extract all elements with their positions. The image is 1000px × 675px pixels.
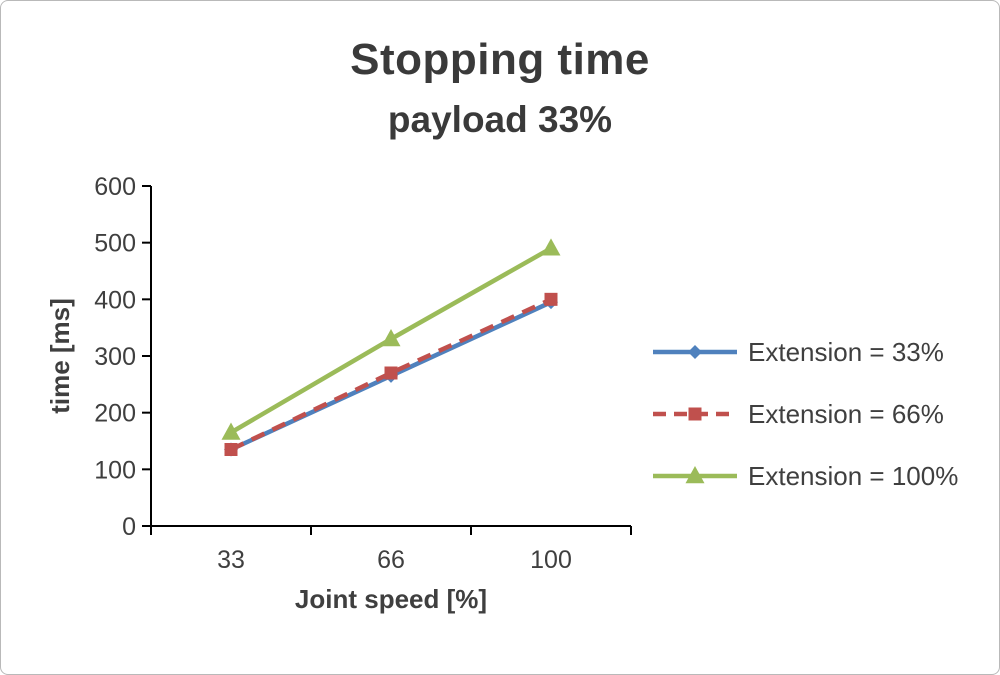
y-tick-label: 600 bbox=[94, 173, 136, 201]
y-tick-label: 0 bbox=[122, 513, 136, 541]
legend-key-triangle bbox=[653, 466, 737, 484]
legend-label: Extension = 66% bbox=[748, 398, 944, 429]
y-tick-label: 100 bbox=[94, 456, 136, 484]
legend: Extension = 33% Extension = 66% Extension … bbox=[651, 327, 958, 501]
chart-subtitle: payload 33% bbox=[387, 99, 613, 140]
legend-key-diamond bbox=[653, 345, 737, 359]
square-marker bbox=[384, 366, 398, 380]
x-tick-label: 33 bbox=[217, 546, 245, 574]
triangle-marker bbox=[381, 329, 401, 347]
y-tick-label: 500 bbox=[94, 230, 136, 258]
series-line bbox=[230, 297, 552, 452]
triangle-marker bbox=[685, 466, 705, 484]
triangle-marker bbox=[221, 422, 241, 440]
x-tick-label: 100 bbox=[530, 546, 572, 574]
square-marker bbox=[224, 443, 238, 456]
legend-label: Extension = 100% bbox=[748, 460, 959, 491]
triangle-marker bbox=[541, 238, 561, 256]
legend-key-square bbox=[653, 407, 737, 421]
y-tick-label: 300 bbox=[94, 343, 136, 371]
chart-title: Stopping time bbox=[350, 35, 650, 84]
plot-area: 0 100 200 300 400 500 600 33 66 100 time [ms] Joint… bbox=[45, 173, 632, 614]
y-tick-label: 200 bbox=[94, 400, 136, 428]
legend-item-2: Extension = 66% bbox=[651, 389, 958, 439]
square-marker bbox=[544, 292, 558, 306]
legend-label: Extension = 33% bbox=[748, 336, 944, 367]
y-tick-label: 400 bbox=[94, 286, 136, 314]
x-axis-title: Joint speed [%] bbox=[295, 584, 487, 614]
diamond-marker bbox=[688, 345, 702, 359]
legend-item-1: Extension = 33% bbox=[651, 327, 958, 377]
x-tick-label: 66 bbox=[377, 546, 405, 574]
legend-item-3: Extension = 100% bbox=[651, 451, 958, 501]
y-axis-title: time [ms] bbox=[45, 298, 75, 414]
square-marker bbox=[688, 407, 702, 421]
